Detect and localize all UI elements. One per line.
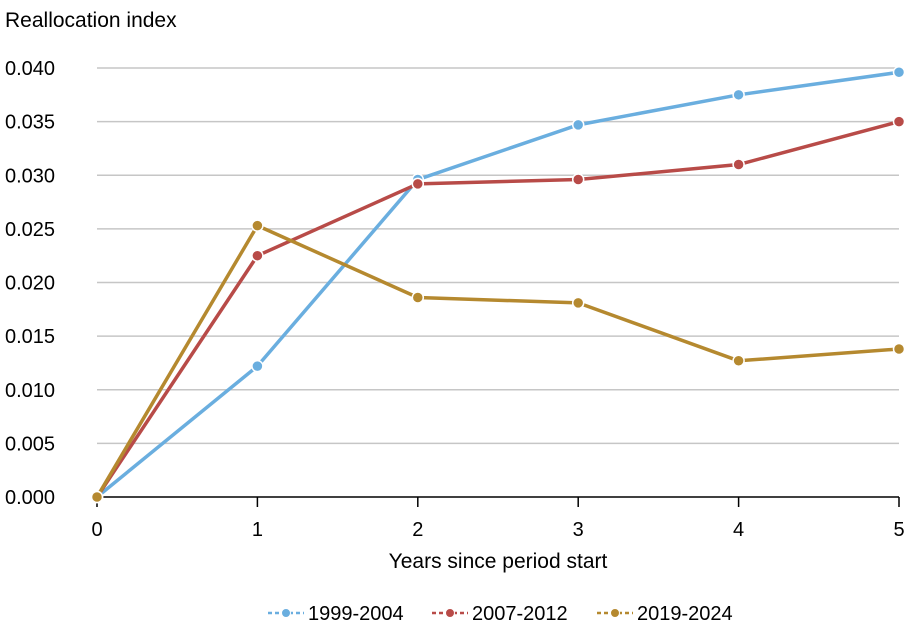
legend-swatch-marker bbox=[445, 608, 455, 618]
series-point-group bbox=[90, 219, 906, 504]
y-tick-label: 0.015 bbox=[5, 326, 55, 348]
data-point bbox=[411, 291, 425, 304]
gridlines bbox=[97, 67, 899, 445]
series-line-group bbox=[95, 119, 900, 498]
data-point bbox=[251, 359, 264, 373]
x-tick-label: 0 bbox=[91, 519, 102, 541]
legend-label: 2007-2012 bbox=[472, 603, 568, 625]
data-point bbox=[892, 115, 906, 128]
data-point bbox=[251, 249, 264, 262]
data-point bbox=[892, 342, 906, 356]
y-tick-label: 0.025 bbox=[5, 219, 55, 241]
x-axis-label: Years since period start bbox=[389, 550, 608, 573]
x-axis bbox=[96, 496, 900, 507]
data-point bbox=[411, 177, 425, 191]
y-tick-labels: 0.000 0.005 0.010 0.015 0.020 0.025 0.030 0.035… bbox=[5, 58, 55, 509]
y-tick-label: 0.005 bbox=[5, 433, 55, 455]
data-point bbox=[571, 173, 585, 186]
x-tick-label: 3 bbox=[573, 519, 584, 541]
legend: 1999-2004 2007-2012 2019-2024 bbox=[268, 603, 733, 625]
legend-swatch-marker bbox=[610, 608, 620, 618]
y-tick-label: 0.010 bbox=[5, 380, 55, 402]
x-tick-label: 2 bbox=[412, 519, 423, 541]
data-point bbox=[732, 88, 745, 102]
y-tick-label: 0.000 bbox=[5, 487, 55, 509]
series-line bbox=[95, 70, 900, 499]
legend-swatch-marker bbox=[281, 608, 291, 618]
legend-item: 1999-2004 bbox=[268, 603, 404, 625]
series-line bbox=[95, 223, 900, 498]
data-point bbox=[732, 158, 745, 171]
series-group bbox=[90, 66, 906, 504]
y-axis-label: Reallocation index bbox=[5, 9, 177, 32]
x-tick-labels: 0 1 2 3 4 5 bbox=[91, 519, 904, 541]
data-point bbox=[251, 219, 264, 232]
series-line-group bbox=[95, 70, 900, 499]
y-tick-label: 0.035 bbox=[5, 112, 55, 134]
x-tick-label: 4 bbox=[733, 519, 744, 541]
x-tick-label: 1 bbox=[252, 519, 263, 541]
data-point bbox=[571, 118, 585, 132]
x-tick-label: 5 bbox=[893, 519, 904, 541]
series-point-group bbox=[90, 66, 906, 504]
y-tick-label: 0.020 bbox=[5, 273, 55, 295]
data-point bbox=[571, 296, 585, 310]
data-point bbox=[732, 354, 745, 368]
legend-item: 2019-2024 bbox=[597, 603, 733, 625]
y-tick-label: 0.040 bbox=[5, 58, 55, 80]
series-point-group bbox=[90, 115, 906, 504]
y-tick-label: 0.030 bbox=[5, 165, 55, 187]
series-line bbox=[95, 119, 900, 498]
legend-item: 2007-2012 bbox=[432, 603, 568, 625]
data-point bbox=[892, 66, 906, 79]
legend-label: 1999-2004 bbox=[308, 603, 404, 625]
series-line-group bbox=[95, 223, 900, 498]
data-point bbox=[90, 490, 104, 504]
legend-label: 2019-2024 bbox=[637, 603, 733, 625]
